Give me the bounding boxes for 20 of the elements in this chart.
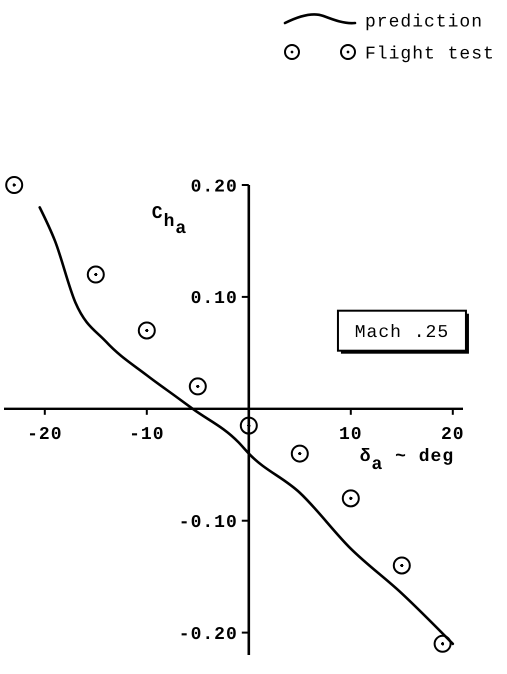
point (86, 266, 105, 284)
x-tick-label: 20 (440, 425, 465, 446)
point (434, 634, 452, 653)
x-tick-label: -10 (129, 425, 165, 446)
point (138, 321, 156, 340)
legend-label: Flight test (365, 44, 495, 64)
point (290, 444, 309, 463)
legend-label: prediction (365, 12, 484, 32)
x-tick-label: -20 (27, 425, 63, 446)
point (240, 416, 258, 435)
point (392, 556, 411, 574)
point (188, 377, 207, 396)
y-tick-label: -0.20 (178, 624, 238, 645)
y-tick-label: -0.10 (178, 513, 238, 534)
y-tick-label: 0.20 (190, 177, 238, 198)
y-tick-label: 0.10 (190, 289, 238, 310)
x-tick-label: 10 (338, 425, 363, 446)
point (342, 489, 360, 508)
annotation: Mach .25 (354, 323, 450, 343)
point (5, 176, 24, 194)
